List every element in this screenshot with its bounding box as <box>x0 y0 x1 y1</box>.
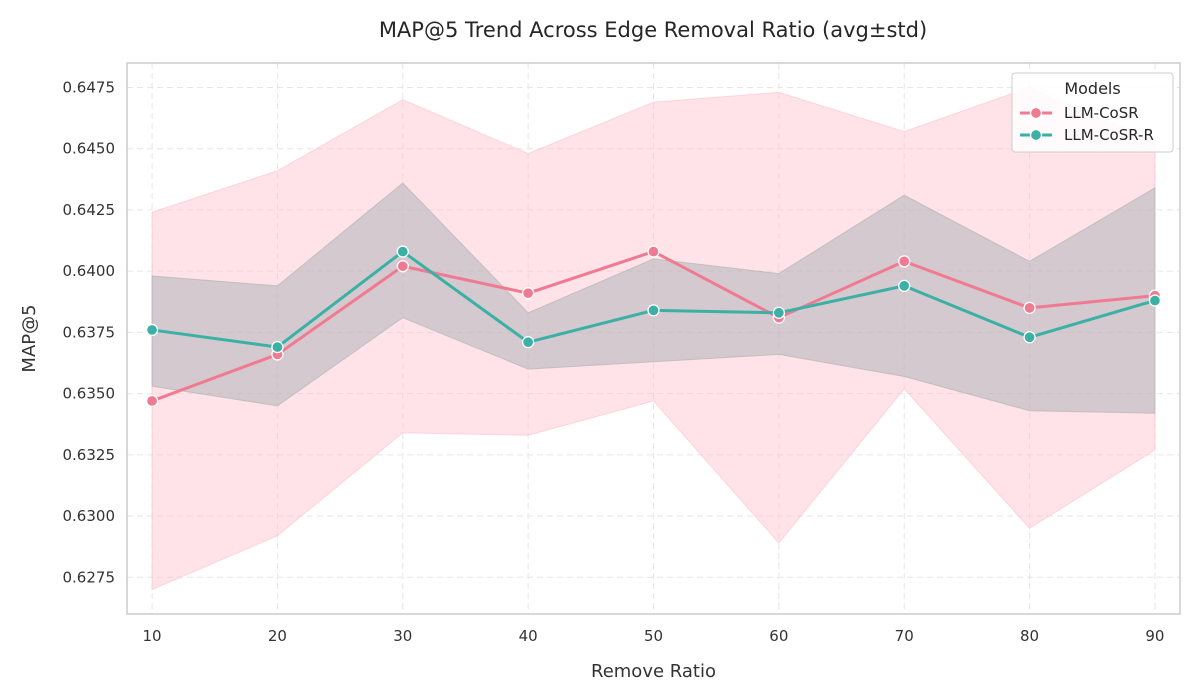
y-axis-title: MAP@5 <box>19 304 40 372</box>
y-tick-label: 0.6375 <box>63 323 116 341</box>
x-tick-label: 70 <box>895 627 914 645</box>
y-tick-label: 0.6450 <box>63 140 116 158</box>
data-point-llm-cosr-r <box>145 323 159 337</box>
legend-marker-llm-cosr <box>1029 106 1043 120</box>
legend: Models LLM-CoSR LLM-CoSR-R <box>1011 72 1174 153</box>
x-tick-label: 90 <box>1145 627 1164 645</box>
data-point-llm-cosr <box>647 245 660 258</box>
x-tick-label: 80 <box>1020 627 1039 645</box>
y-tick-label: 0.6425 <box>63 201 116 219</box>
data-point-llm-cosr-r <box>271 340 284 354</box>
legend-label-llm-cosr: LLM-CoSR <box>1064 104 1139 122</box>
data-point-llm-cosr <box>521 287 535 300</box>
std-band-layer <box>151 86 1156 591</box>
x-tick-label: 50 <box>644 627 663 645</box>
data-point-llm-cosr <box>898 255 911 268</box>
y-tick-label: 0.6275 <box>63 568 116 586</box>
legend-title: Models <box>1064 79 1120 98</box>
legend-label-llm-cosr-r: LLM-CoSR-R <box>1064 126 1154 144</box>
x-tick-label: 10 <box>143 627 162 645</box>
std-band-llm-cosr-r <box>151 182 1156 414</box>
legend-marker-llm-cosr-r <box>1029 128 1043 142</box>
plot-frame <box>126 62 1181 615</box>
chart-title: MAP@5 Trend Across Edge Removal Ratio (a… <box>379 18 927 42</box>
data-point-llm-cosr <box>396 260 409 273</box>
y-tick-label: 0.6400 <box>63 262 116 280</box>
tick-label-layer: 0.6275 0.6300 0.6325 0.6350 0.6375 0.6400 0.64… <box>63 78 1165 645</box>
x-tick-label: 20 <box>268 627 287 645</box>
x-tick-label: 40 <box>519 627 538 645</box>
x-tick-label: 30 <box>393 627 412 645</box>
data-point-llm-cosr-r <box>647 304 660 317</box>
x-tick-label: 60 <box>769 627 788 645</box>
data-point-layer <box>145 245 1162 408</box>
data-point-llm-cosr <box>145 394 159 408</box>
data-point-llm-cosr-r <box>521 336 535 349</box>
legend-items: LLM-CoSR LLM-CoSR-R <box>1020 104 1154 144</box>
y-tick-label: 0.6325 <box>63 446 116 464</box>
y-tick-label: 0.6350 <box>63 385 116 403</box>
data-point-llm-cosr-r <box>898 279 911 292</box>
legend-box <box>1011 72 1174 153</box>
data-point-llm-cosr-r <box>396 245 409 258</box>
data-point-llm-cosr-r <box>772 306 786 319</box>
y-tick-label: 0.6475 <box>63 78 116 96</box>
data-point-llm-cosr-r <box>1148 294 1162 307</box>
y-tick-label: 0.6300 <box>63 507 116 525</box>
data-point-llm-cosr <box>1023 301 1036 315</box>
x-axis-title: Remove Ratio <box>591 661 716 682</box>
data-point-llm-cosr-r <box>1023 331 1036 344</box>
